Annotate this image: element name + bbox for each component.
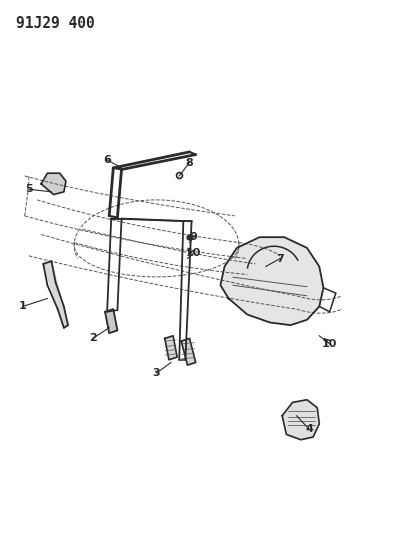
Text: 10: 10 [322, 339, 337, 349]
Polygon shape [165, 336, 177, 360]
Polygon shape [41, 173, 66, 195]
Text: 1: 1 [19, 302, 26, 311]
Text: 9: 9 [190, 232, 198, 242]
Polygon shape [43, 261, 68, 328]
Text: 10: 10 [186, 248, 201, 258]
Polygon shape [282, 400, 319, 440]
Text: 4: 4 [305, 424, 313, 434]
Polygon shape [220, 237, 323, 325]
Text: 5: 5 [25, 184, 33, 194]
Text: 3: 3 [153, 368, 160, 378]
Text: 6: 6 [103, 155, 111, 165]
Text: 8: 8 [186, 158, 193, 167]
Text: 2: 2 [89, 334, 96, 343]
Text: 91J29 400: 91J29 400 [16, 16, 95, 31]
Text: 7: 7 [276, 254, 284, 263]
Polygon shape [181, 338, 196, 365]
Polygon shape [105, 309, 117, 333]
